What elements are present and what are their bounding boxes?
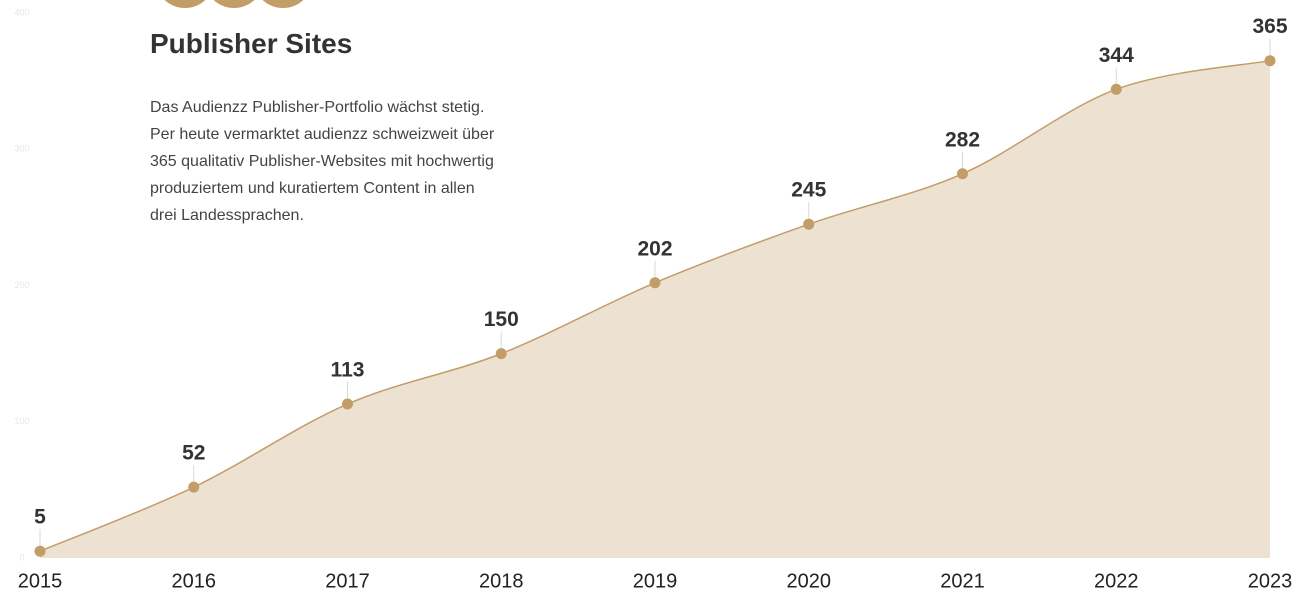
point — [1110, 83, 1122, 95]
x-tick-label: 2022 — [1094, 570, 1139, 592]
point — [1264, 55, 1276, 67]
point — [803, 218, 815, 230]
value-label: 52 — [182, 442, 205, 465]
value-label: 150 — [484, 308, 519, 331]
decor-circle — [213, 0, 255, 8]
value-label: 365 — [1252, 15, 1287, 38]
y-tick-label: 100 — [14, 416, 29, 426]
value-label: 202 — [637, 237, 672, 260]
x-tick-label: 2017 — [325, 570, 370, 592]
y-tick-label: 200 — [14, 280, 29, 290]
decorative-circles — [164, 0, 304, 8]
x-tick-label: 2018 — [479, 570, 524, 592]
chart-title: Publisher Sites — [150, 28, 353, 59]
point — [342, 398, 353, 410]
value-label: 113 — [331, 359, 365, 382]
point — [34, 545, 46, 557]
decor-circle — [262, 0, 304, 8]
description: Das Audienzz Publisher-Portfolio wächst … — [150, 99, 495, 224]
value-label: 282 — [945, 128, 980, 151]
x-tick-label: 2016 — [172, 570, 217, 592]
area — [40, 60, 1270, 558]
x-tick-label: 2020 — [787, 570, 832, 592]
y-tick-label: 400 — [14, 7, 29, 17]
x-tick-label: 2019 — [633, 570, 678, 592]
point — [957, 168, 968, 180]
value-label: 245 — [791, 179, 826, 202]
value-label: 344 — [1099, 44, 1134, 67]
decor-circle — [164, 0, 206, 8]
point — [495, 348, 507, 360]
x-tick-label: 2015 — [18, 570, 63, 592]
point — [649, 277, 661, 289]
y-tick-label: 0 — [19, 552, 24, 562]
x-tick-label: 2021 — [940, 570, 985, 592]
point — [188, 481, 200, 493]
y-tick-label: 300 — [14, 144, 29, 154]
x-tick-label: 2023 — [1248, 570, 1293, 592]
value-label: 5 — [34, 506, 46, 529]
